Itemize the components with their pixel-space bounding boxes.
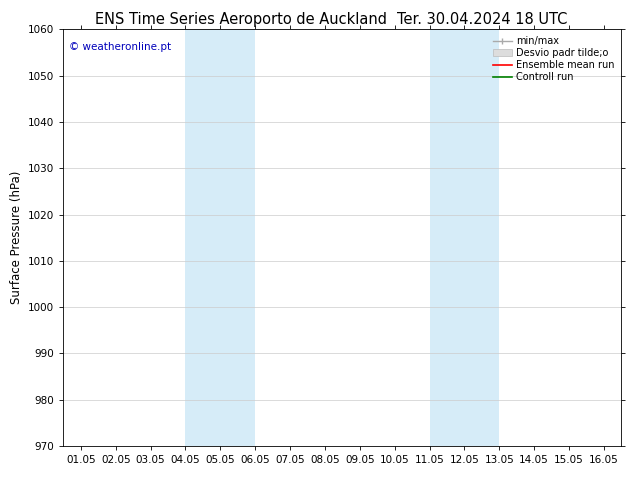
Bar (429, 29, 500, 446)
Legend: min/max, Desvio padr tilde;o, Ensemble mean run, Controll run: min/max, Desvio padr tilde;o, Ensemble m… (491, 34, 616, 84)
Text: ENS Time Series Aeroporto de Auckland: ENS Time Series Aeroporto de Auckland (95, 12, 387, 27)
Text: Ter. 30.04.2024 18 UTC: Ter. 30.04.2024 18 UTC (397, 12, 567, 27)
Y-axis label: Surface Pressure (hPa): Surface Pressure (hPa) (10, 171, 23, 304)
Text: © weatheronline.pt: © weatheronline.pt (69, 42, 171, 52)
Bar (185, 29, 255, 446)
